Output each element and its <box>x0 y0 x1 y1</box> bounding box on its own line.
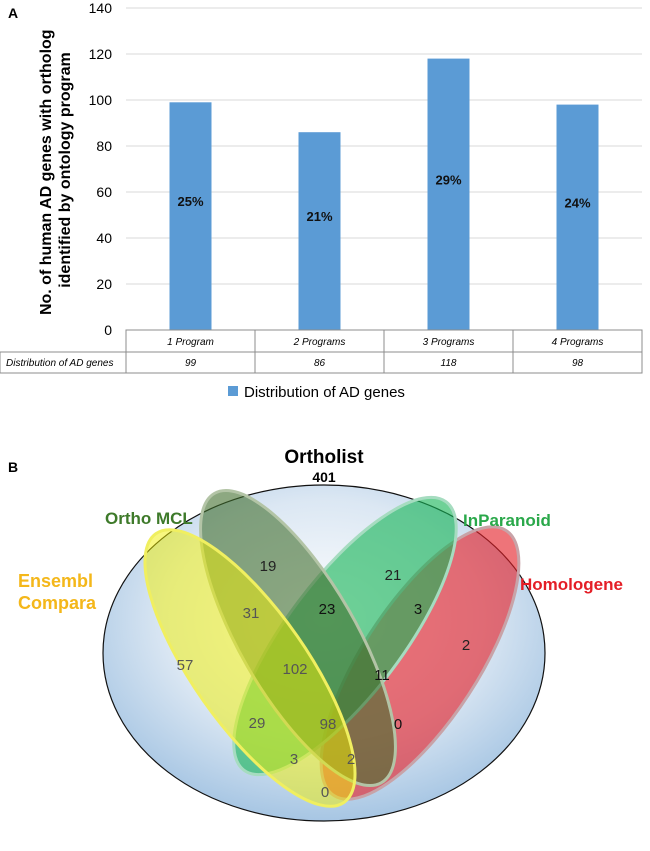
y-tick-label: 20 <box>96 276 112 292</box>
venn-region-counts: 57 19 21 2 31 23 3 102 11 29 98 0 3 2 0 <box>177 558 471 801</box>
region-o-only: 19 <box>260 558 277 575</box>
bar <box>556 104 599 330</box>
x-category-label: 4 Programs <box>552 337 604 348</box>
y-tick-label: 120 <box>89 46 113 62</box>
region-e-o-h: 2 <box>347 751 355 768</box>
bar-percent-label: 25% <box>177 194 203 209</box>
region-i-only: 21 <box>385 567 402 584</box>
bar <box>169 102 212 330</box>
x-category-label: 3 Programs <box>423 337 475 348</box>
y-tick-label: 80 <box>96 138 112 154</box>
y-tick-label: 60 <box>96 184 112 200</box>
table-value: 99 <box>185 358 197 369</box>
region-o-i: 23 <box>319 601 336 618</box>
ortholist-count: 401 <box>312 469 336 485</box>
region-e-o-i: 102 <box>282 661 307 678</box>
inparanoid-label: InParanoid <box>463 511 551 530</box>
bar-percent-label: 29% <box>435 172 461 187</box>
legend-label: Distribution of AD genes <box>244 384 405 401</box>
region-e-only: 57 <box>177 657 194 674</box>
ortho-mcl-label: Ortho MCL <box>105 509 193 528</box>
region-o-i-h: 11 <box>374 667 390 684</box>
ensembl-compara-ellipse <box>143 528 357 808</box>
bar <box>427 58 470 330</box>
table-value: 86 <box>314 358 326 369</box>
region-e-o: 31 <box>243 605 260 622</box>
region-i-h: 3 <box>414 601 422 618</box>
bar <box>298 132 341 330</box>
gridlines <box>126 7 642 285</box>
table-value: 98 <box>572 358 584 369</box>
bars: 25% 21% 29% 24% <box>169 58 599 330</box>
y-tick-labels: 0 20 40 60 80 100 120 140 <box>89 0 113 338</box>
legend: Distribution of AD genes <box>228 384 405 401</box>
region-h-only: 2 <box>462 637 470 654</box>
y-tick-label: 40 <box>96 230 112 246</box>
region-e-i-h: 3 <box>290 751 298 768</box>
y-tick-label: 100 <box>89 92 113 108</box>
region-all: 98 <box>320 716 337 733</box>
region-o-h: 0 <box>394 716 402 733</box>
data-table: Distribution of AD genes 1 Program 99 2 Pr… <box>0 329 643 374</box>
bar-percent-label: 24% <box>564 195 590 210</box>
legend-swatch <box>228 386 238 396</box>
table-row-label: Distribution of AD genes <box>6 358 113 369</box>
x-category-label: 2 Programs <box>293 337 346 348</box>
bar-percent-label: 21% <box>306 209 332 224</box>
ensembl-compara-label: Ensembl Compara <box>18 571 98 613</box>
region-e-i: 29 <box>249 715 266 732</box>
y-tick-label: 0 <box>104 322 112 338</box>
panel-b-label: B <box>8 459 18 475</box>
panel-a-label: A <box>8 5 18 21</box>
homologene-label: Homologene <box>520 575 623 594</box>
region-e-h: 0 <box>321 784 329 801</box>
table-value: 118 <box>441 358 457 369</box>
ortholist-title: Ortholist <box>284 447 364 468</box>
y-axis-label: No. of human AD genes with ortholog iden… <box>38 25 74 315</box>
x-category-label: 1 Program <box>167 337 214 348</box>
y-tick-label: 140 <box>89 0 113 16</box>
